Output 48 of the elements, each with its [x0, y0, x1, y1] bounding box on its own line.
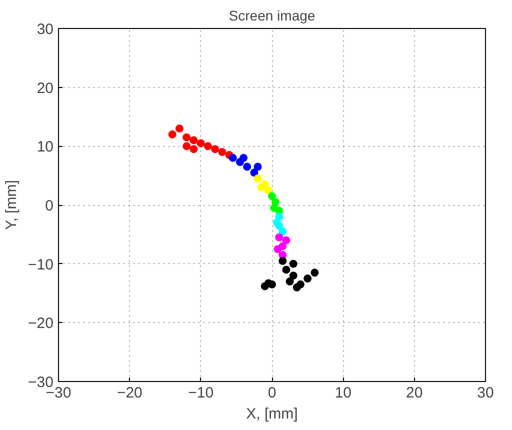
point [310, 268, 319, 277]
point [254, 174, 262, 183]
point [218, 148, 226, 156]
x-tick-label: 20 [406, 384, 423, 402]
y-tick-label: −30 [28, 374, 54, 391]
point [278, 227, 287, 236]
y-tick-label: 20 [36, 80, 54, 97]
point [182, 133, 191, 142]
point [175, 124, 184, 133]
y-tick-label: 0 [45, 198, 54, 214]
point [292, 283, 301, 292]
point [264, 186, 272, 194]
y-tick-label: 30 [36, 21, 54, 38]
point [196, 139, 205, 148]
point [304, 274, 312, 283]
point [286, 277, 294, 286]
y-axis-title: Y, [mm] [3, 180, 20, 230]
point [240, 154, 248, 162]
y-tick-label: 10 [36, 138, 54, 156]
x-tick-label: 10 [334, 384, 352, 402]
point [228, 154, 237, 162]
point [278, 256, 287, 265]
point [274, 245, 282, 254]
y-tick-label: −10 [28, 256, 54, 274]
x-axis-title: X, [mm] [246, 406, 298, 422]
point [268, 192, 276, 200]
point [190, 136, 198, 144]
point [254, 162, 262, 171]
point [204, 142, 212, 150]
point [211, 145, 220, 154]
point [260, 180, 269, 188]
point [282, 266, 290, 274]
point [289, 260, 298, 268]
point [190, 145, 198, 154]
x-tick-label: −10 [188, 384, 214, 402]
point [182, 142, 191, 150]
point [264, 279, 272, 288]
y-tick-label: −20 [28, 315, 54, 332]
point [275, 222, 284, 230]
point [243, 162, 252, 171]
point [282, 236, 290, 244]
x-tick-label: 0 [268, 384, 276, 402]
point [275, 233, 284, 242]
point [168, 130, 176, 138]
chart-title: Screen image [228, 8, 316, 24]
x-tick-label: −20 [116, 384, 142, 402]
point [289, 272, 298, 280]
x-tick-label: 30 [477, 384, 494, 402]
